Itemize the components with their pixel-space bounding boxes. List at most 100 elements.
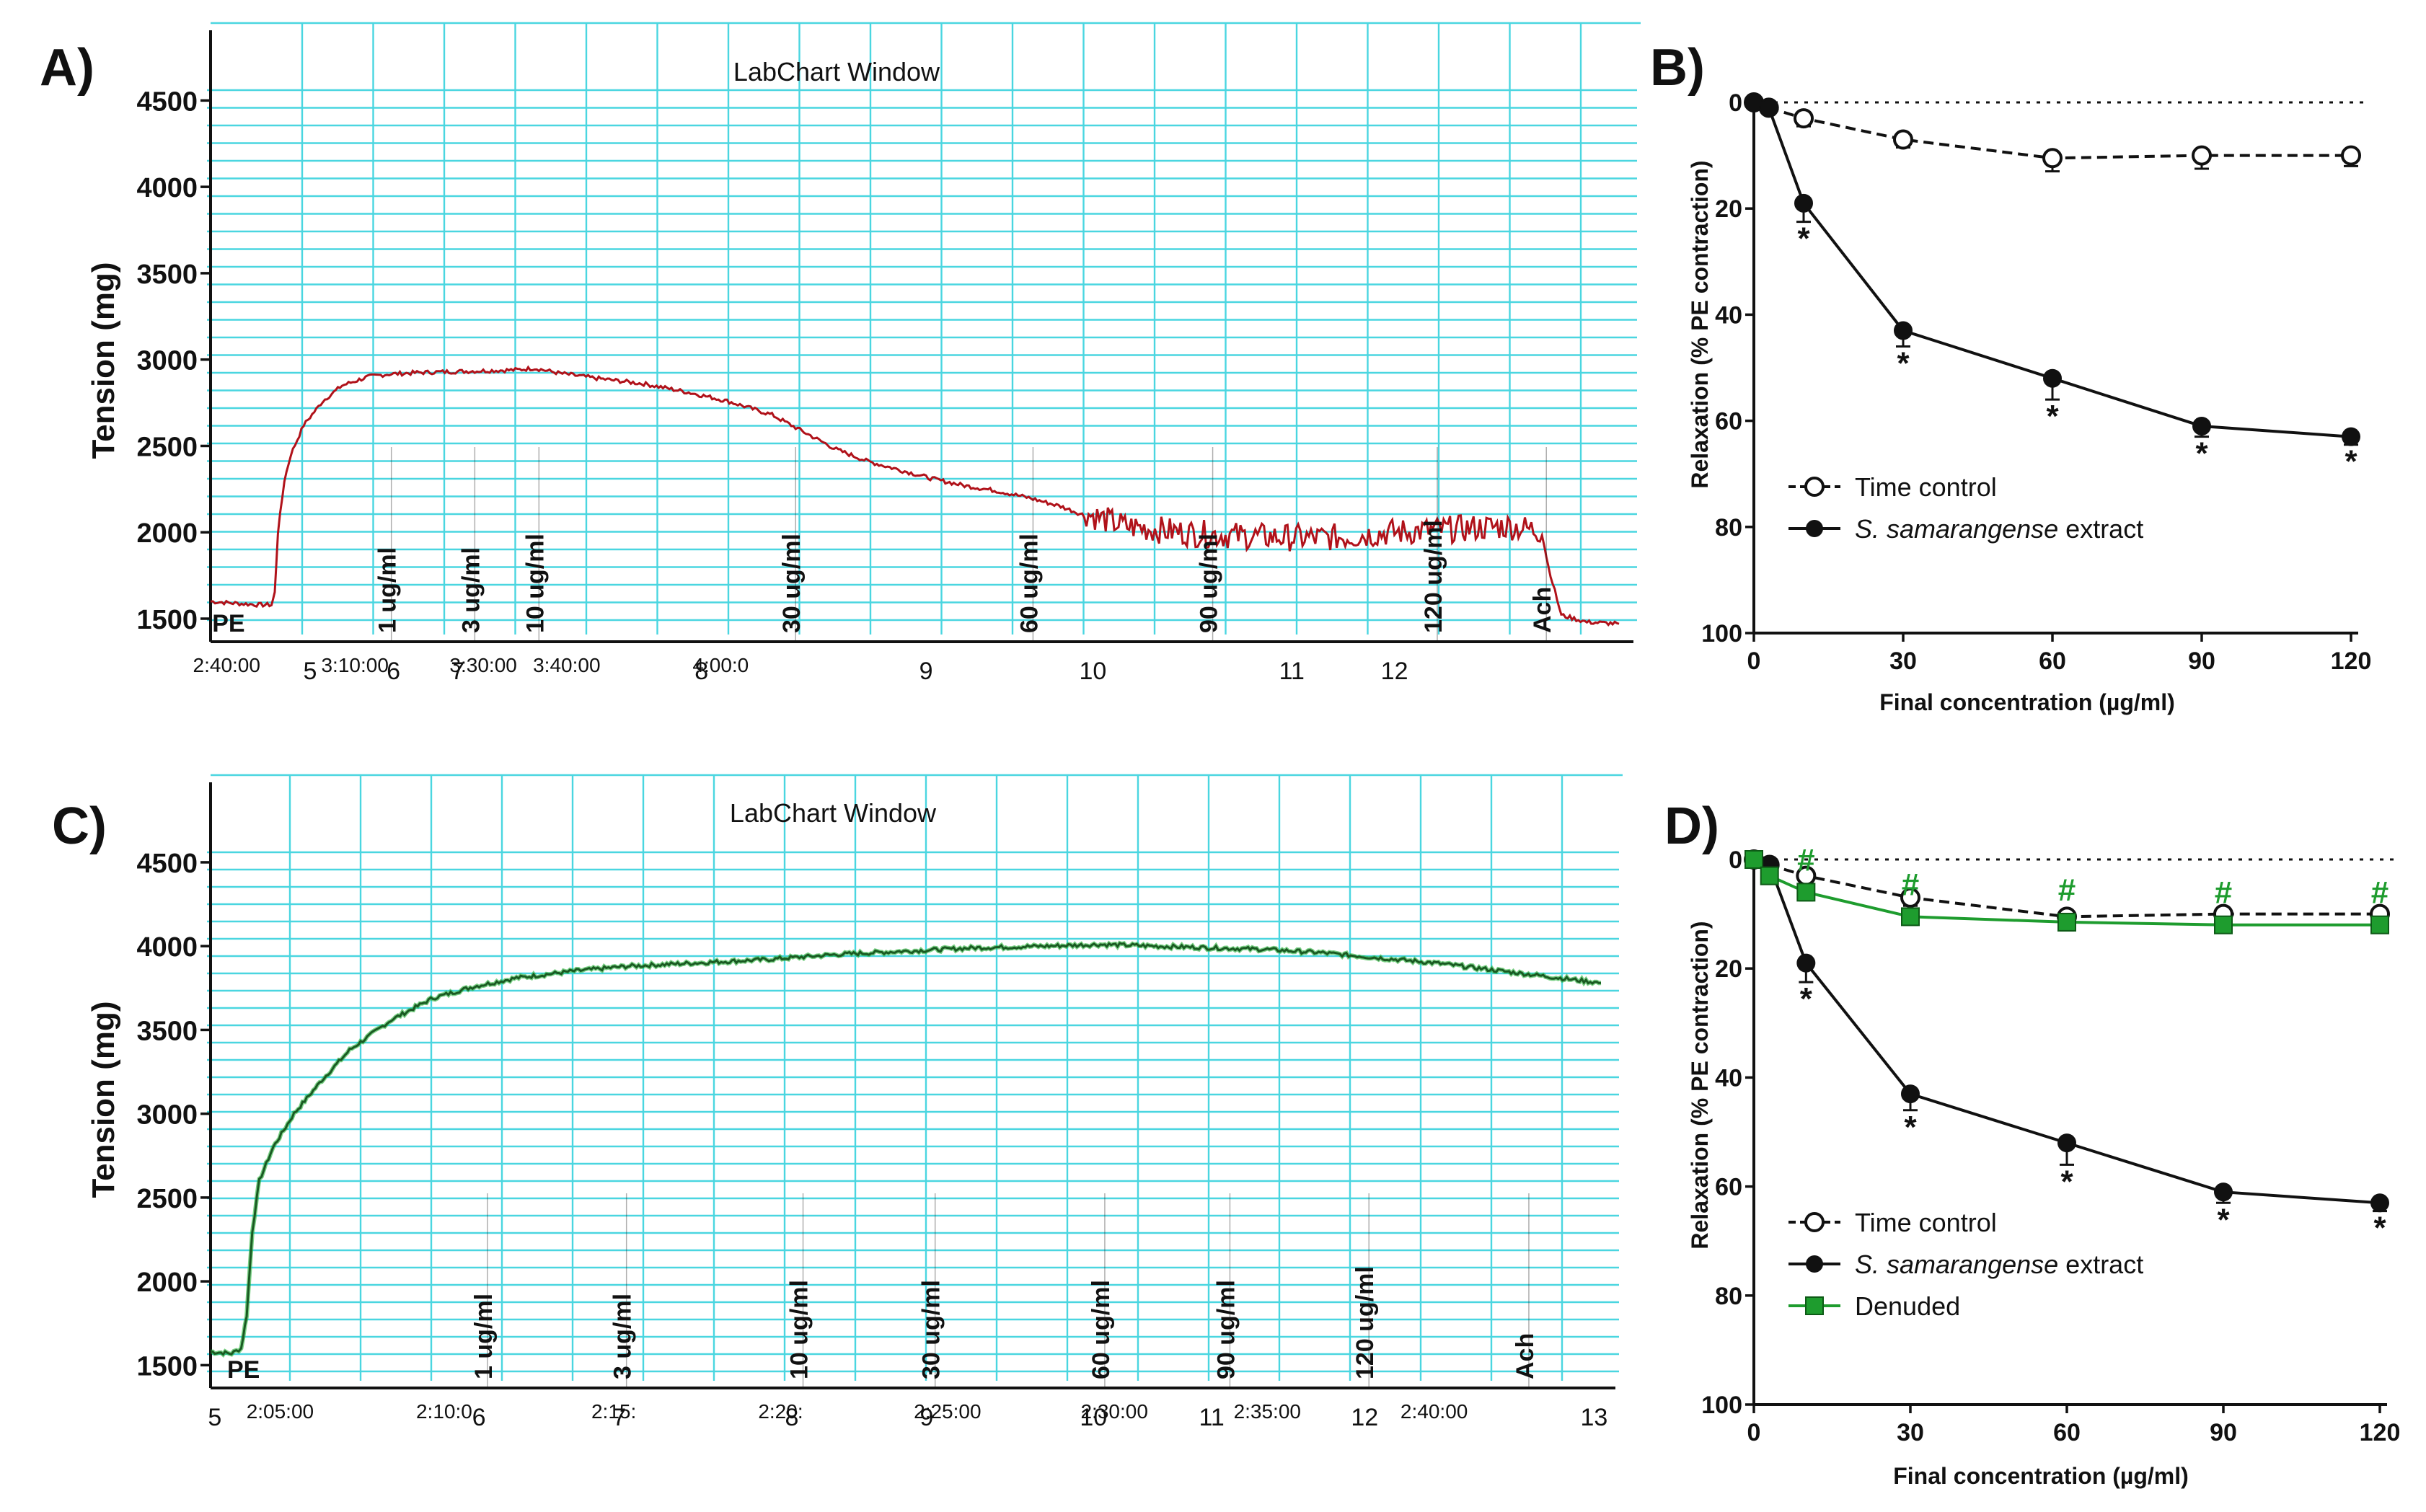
comment-number-7: 12 bbox=[1351, 1404, 1378, 1431]
marker-label-0: PE bbox=[227, 1356, 260, 1384]
data-point-2-2 bbox=[1796, 883, 1816, 902]
significance-hash-2-3: # bbox=[1902, 867, 1919, 902]
significance-star-1-2: * bbox=[1797, 221, 1810, 257]
time-label-4: 2:25:00 bbox=[914, 1400, 981, 1423]
time-axis-a: 2:40:00 3:10:00 3:30:00 3:40:00 4:00:0 5 6 7 8 9 1… bbox=[193, 654, 1408, 685]
y-tick-label-3: 3000 bbox=[136, 346, 198, 376]
legend-marker-1 bbox=[1806, 1255, 1823, 1273]
significance-star-1-5: * bbox=[2217, 1202, 2230, 1237]
panel-label-c: C) bbox=[52, 797, 107, 855]
significance-hash-2-4: # bbox=[2058, 872, 2076, 908]
data-point-2-3 bbox=[1901, 907, 1920, 927]
x-tick-label-1: 30 bbox=[1889, 647, 1917, 675]
time-label-1: 2:10:0 bbox=[416, 1400, 472, 1423]
legend-label-rest-1: extract bbox=[2058, 514, 2143, 544]
legend-label-2: Denuded bbox=[1855, 1291, 1960, 1321]
marker-label-1: 1 ug/ml bbox=[374, 547, 402, 633]
legend-label-italic-1: S. samarangense bbox=[1855, 1250, 2058, 1279]
marker-label-4: 30 ug/ml bbox=[778, 534, 806, 633]
comment-number-1: 6 bbox=[387, 658, 400, 685]
time-label-2: 2:15: bbox=[591, 1400, 636, 1423]
marker-label-1: 1 ug/ml bbox=[470, 1294, 498, 1379]
x-axis-label-d: Final concentration (µg/ml) bbox=[1893, 1463, 2189, 1489]
time-label-0: 2:05:00 bbox=[247, 1400, 314, 1423]
legend-label-1: S. samarangense extract bbox=[1855, 514, 2143, 544]
significance-hash-2-5: # bbox=[2215, 875, 2232, 911]
y-tick-label-2: 3500 bbox=[136, 1016, 198, 1046]
y-ticks-c: 4500 4000 3500 3000 2500 2000 1500 bbox=[136, 849, 211, 1381]
y-tick-label-5: 2000 bbox=[136, 518, 198, 549]
significance-star-1-5: * bbox=[2195, 436, 2208, 472]
time-label-3: 2:20: bbox=[758, 1400, 803, 1423]
data-point-1-2 bbox=[1794, 193, 1813, 213]
marker-label-5: 60 ug/ml bbox=[1088, 1280, 1115, 1379]
data-point-1-4 bbox=[2057, 1133, 2076, 1153]
time-label-4: 4:00:0 bbox=[692, 654, 749, 676]
panel-d: D) Relaxation (% PE contraction) Final c… bbox=[1664, 797, 2400, 1489]
comment-markers-a: PE 1 ug/ml 3 ug/ml 10 ug/ml 30 ug/ml 60 ug/ml… bbox=[212, 447, 1556, 642]
significance-hash-2-2: # bbox=[1797, 842, 1814, 877]
x-tick-label-0: 0 bbox=[1747, 1419, 1761, 1446]
data-point-1-2 bbox=[1796, 953, 1816, 973]
comment-number-1: 6 bbox=[472, 1404, 486, 1431]
legend-label-1: S. samarangense extract bbox=[1855, 1250, 2143, 1279]
comment-number-3: 8 bbox=[785, 1404, 798, 1431]
y-axis-label-d: Relaxation (% PE contraction) bbox=[1687, 921, 1713, 1249]
comment-number-2: 7 bbox=[451, 658, 464, 685]
legend-marker-1 bbox=[1806, 520, 1823, 537]
comment-number-0: 5 bbox=[303, 658, 317, 685]
y-tick-label-6: 1500 bbox=[136, 605, 198, 635]
comment-number-4: 9 bbox=[919, 1404, 933, 1431]
marker-label-8: Ach bbox=[1529, 587, 1556, 633]
comment-number-4: 9 bbox=[919, 658, 933, 685]
marker-label-0: PE bbox=[212, 610, 244, 637]
data-point-1-3 bbox=[1894, 321, 1913, 340]
time-label-0: 2:40:00 bbox=[193, 654, 260, 676]
data-point-2-6 bbox=[2370, 915, 2389, 934]
y-tick-label-6: 1500 bbox=[136, 1351, 198, 1381]
data-point-1-1 bbox=[1759, 98, 1778, 118]
y-tick-label-3: 60 bbox=[1715, 1174, 1742, 1201]
data-point-1-6 bbox=[2342, 427, 2360, 446]
significance-star-1-4: * bbox=[2046, 399, 2059, 434]
y-tick-label-0: 4500 bbox=[136, 849, 198, 879]
time-label-3: 3:40:00 bbox=[533, 654, 600, 676]
legend-label-italic-1: S. samarangense bbox=[1855, 514, 2058, 544]
significance-star-1-3: * bbox=[1897, 346, 1910, 381]
trace-c bbox=[210, 940, 1602, 1358]
legend-label-0: Time control bbox=[1855, 472, 1997, 502]
time-label-2: 3:30:00 bbox=[449, 654, 516, 676]
marker-label-4: 30 ug/ml bbox=[918, 1280, 945, 1379]
y-tick-label-1: 4000 bbox=[136, 932, 198, 963]
x-tick-label-2: 60 bbox=[2039, 647, 2066, 675]
marker-label-6: 90 ug/ml bbox=[1196, 534, 1223, 633]
labchart-title-c: LabChart Window bbox=[730, 798, 937, 828]
x-axis-label-b: Final concentration (µg/ml) bbox=[1879, 689, 2175, 715]
y-tick-label-2: 40 bbox=[1715, 1064, 1742, 1092]
time-label-1: 3:10:00 bbox=[321, 654, 388, 676]
x-tick-label-3: 90 bbox=[2210, 1419, 2237, 1446]
y-tick-label-4: 80 bbox=[1715, 1283, 1742, 1310]
comment-number-6: 11 bbox=[1279, 658, 1305, 685]
comment-number-5: 10 bbox=[1079, 658, 1106, 685]
marker-label-3: 10 ug/ml bbox=[521, 534, 549, 633]
data-point-2-5 bbox=[2214, 915, 2233, 934]
legend-marker-0 bbox=[1804, 1212, 1825, 1232]
y-tick-label-4: 2500 bbox=[136, 1184, 198, 1214]
y-tick-label-4: 2500 bbox=[136, 432, 198, 462]
data-point-2-1 bbox=[1760, 866, 1779, 885]
y-tick-label-2: 40 bbox=[1715, 301, 1742, 329]
data-point-0-3 bbox=[1900, 887, 1920, 908]
data-point-0-6 bbox=[2341, 145, 2361, 166]
y-tick-label-1: 4000 bbox=[136, 173, 198, 203]
x-tick-label-3: 90 bbox=[2188, 647, 2215, 675]
legend-label-0: Time control bbox=[1855, 1208, 1997, 1237]
data-point-0-2 bbox=[1794, 108, 1814, 129]
data-point-0-5 bbox=[2192, 145, 2212, 166]
data-point-1-3 bbox=[1901, 1084, 1920, 1104]
significance-star-1-6: * bbox=[2373, 1211, 2386, 1246]
trace-line bbox=[210, 365, 1620, 627]
comment-number-8: 13 bbox=[1580, 1404, 1607, 1431]
legend-marker-2 bbox=[1805, 1296, 1824, 1315]
